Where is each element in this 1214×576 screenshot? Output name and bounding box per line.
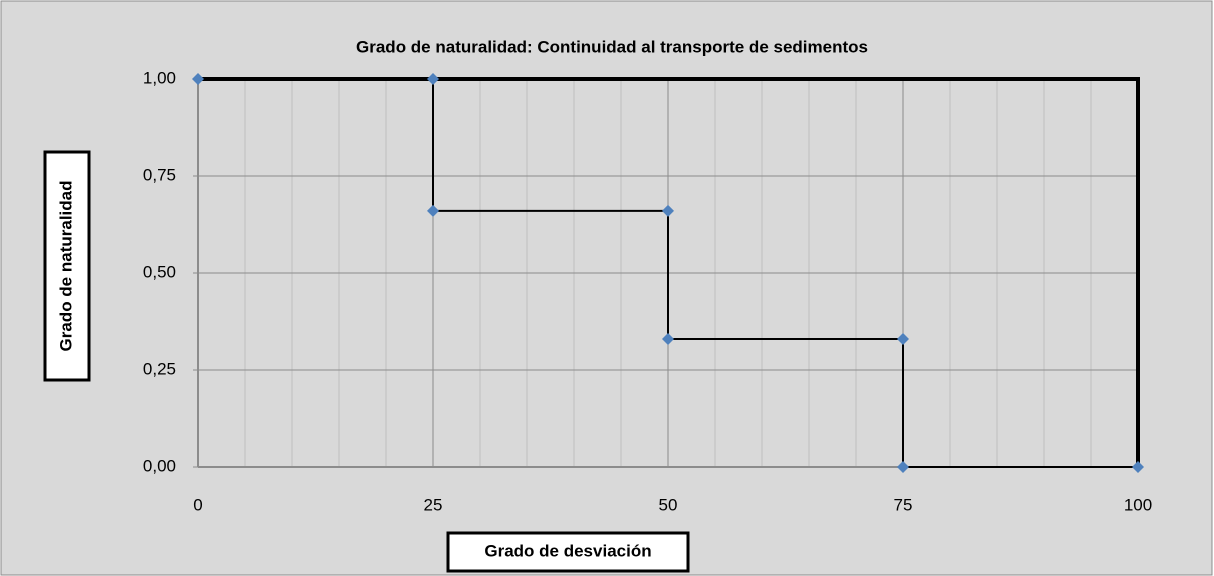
marker (192, 73, 204, 85)
x-label-box (446, 531, 690, 573)
marker (662, 204, 674, 217)
marker (897, 461, 909, 473)
y-label-box (43, 150, 91, 382)
x-tick-label: 50 (659, 495, 678, 514)
y-tick-label: 0,25 (143, 359, 176, 378)
marker (897, 332, 909, 345)
y-tick-label: 1,00 (143, 68, 176, 87)
marker (427, 73, 439, 85)
marker (662, 332, 674, 345)
x-tick-label: 75 (894, 495, 913, 514)
x-tick-label: 25 (424, 495, 443, 514)
y-tick-label: 0,75 (143, 165, 176, 184)
x-tick-label: 0 (193, 495, 202, 514)
marker (427, 204, 439, 217)
x-tick-label: 100 (1124, 495, 1152, 514)
y-tick-label: 0,00 (143, 456, 176, 475)
plot-border (198, 77, 1140, 467)
y-tick-label: 0,50 (143, 262, 176, 281)
x-axis-label: Grado de desviación (484, 541, 651, 560)
y-axis-label: Grado de naturalidad (56, 181, 75, 352)
marker (1132, 461, 1144, 473)
chart-title: Grado de naturalidad: Continuidad al tra… (356, 37, 868, 56)
series-line (198, 78, 1138, 468)
